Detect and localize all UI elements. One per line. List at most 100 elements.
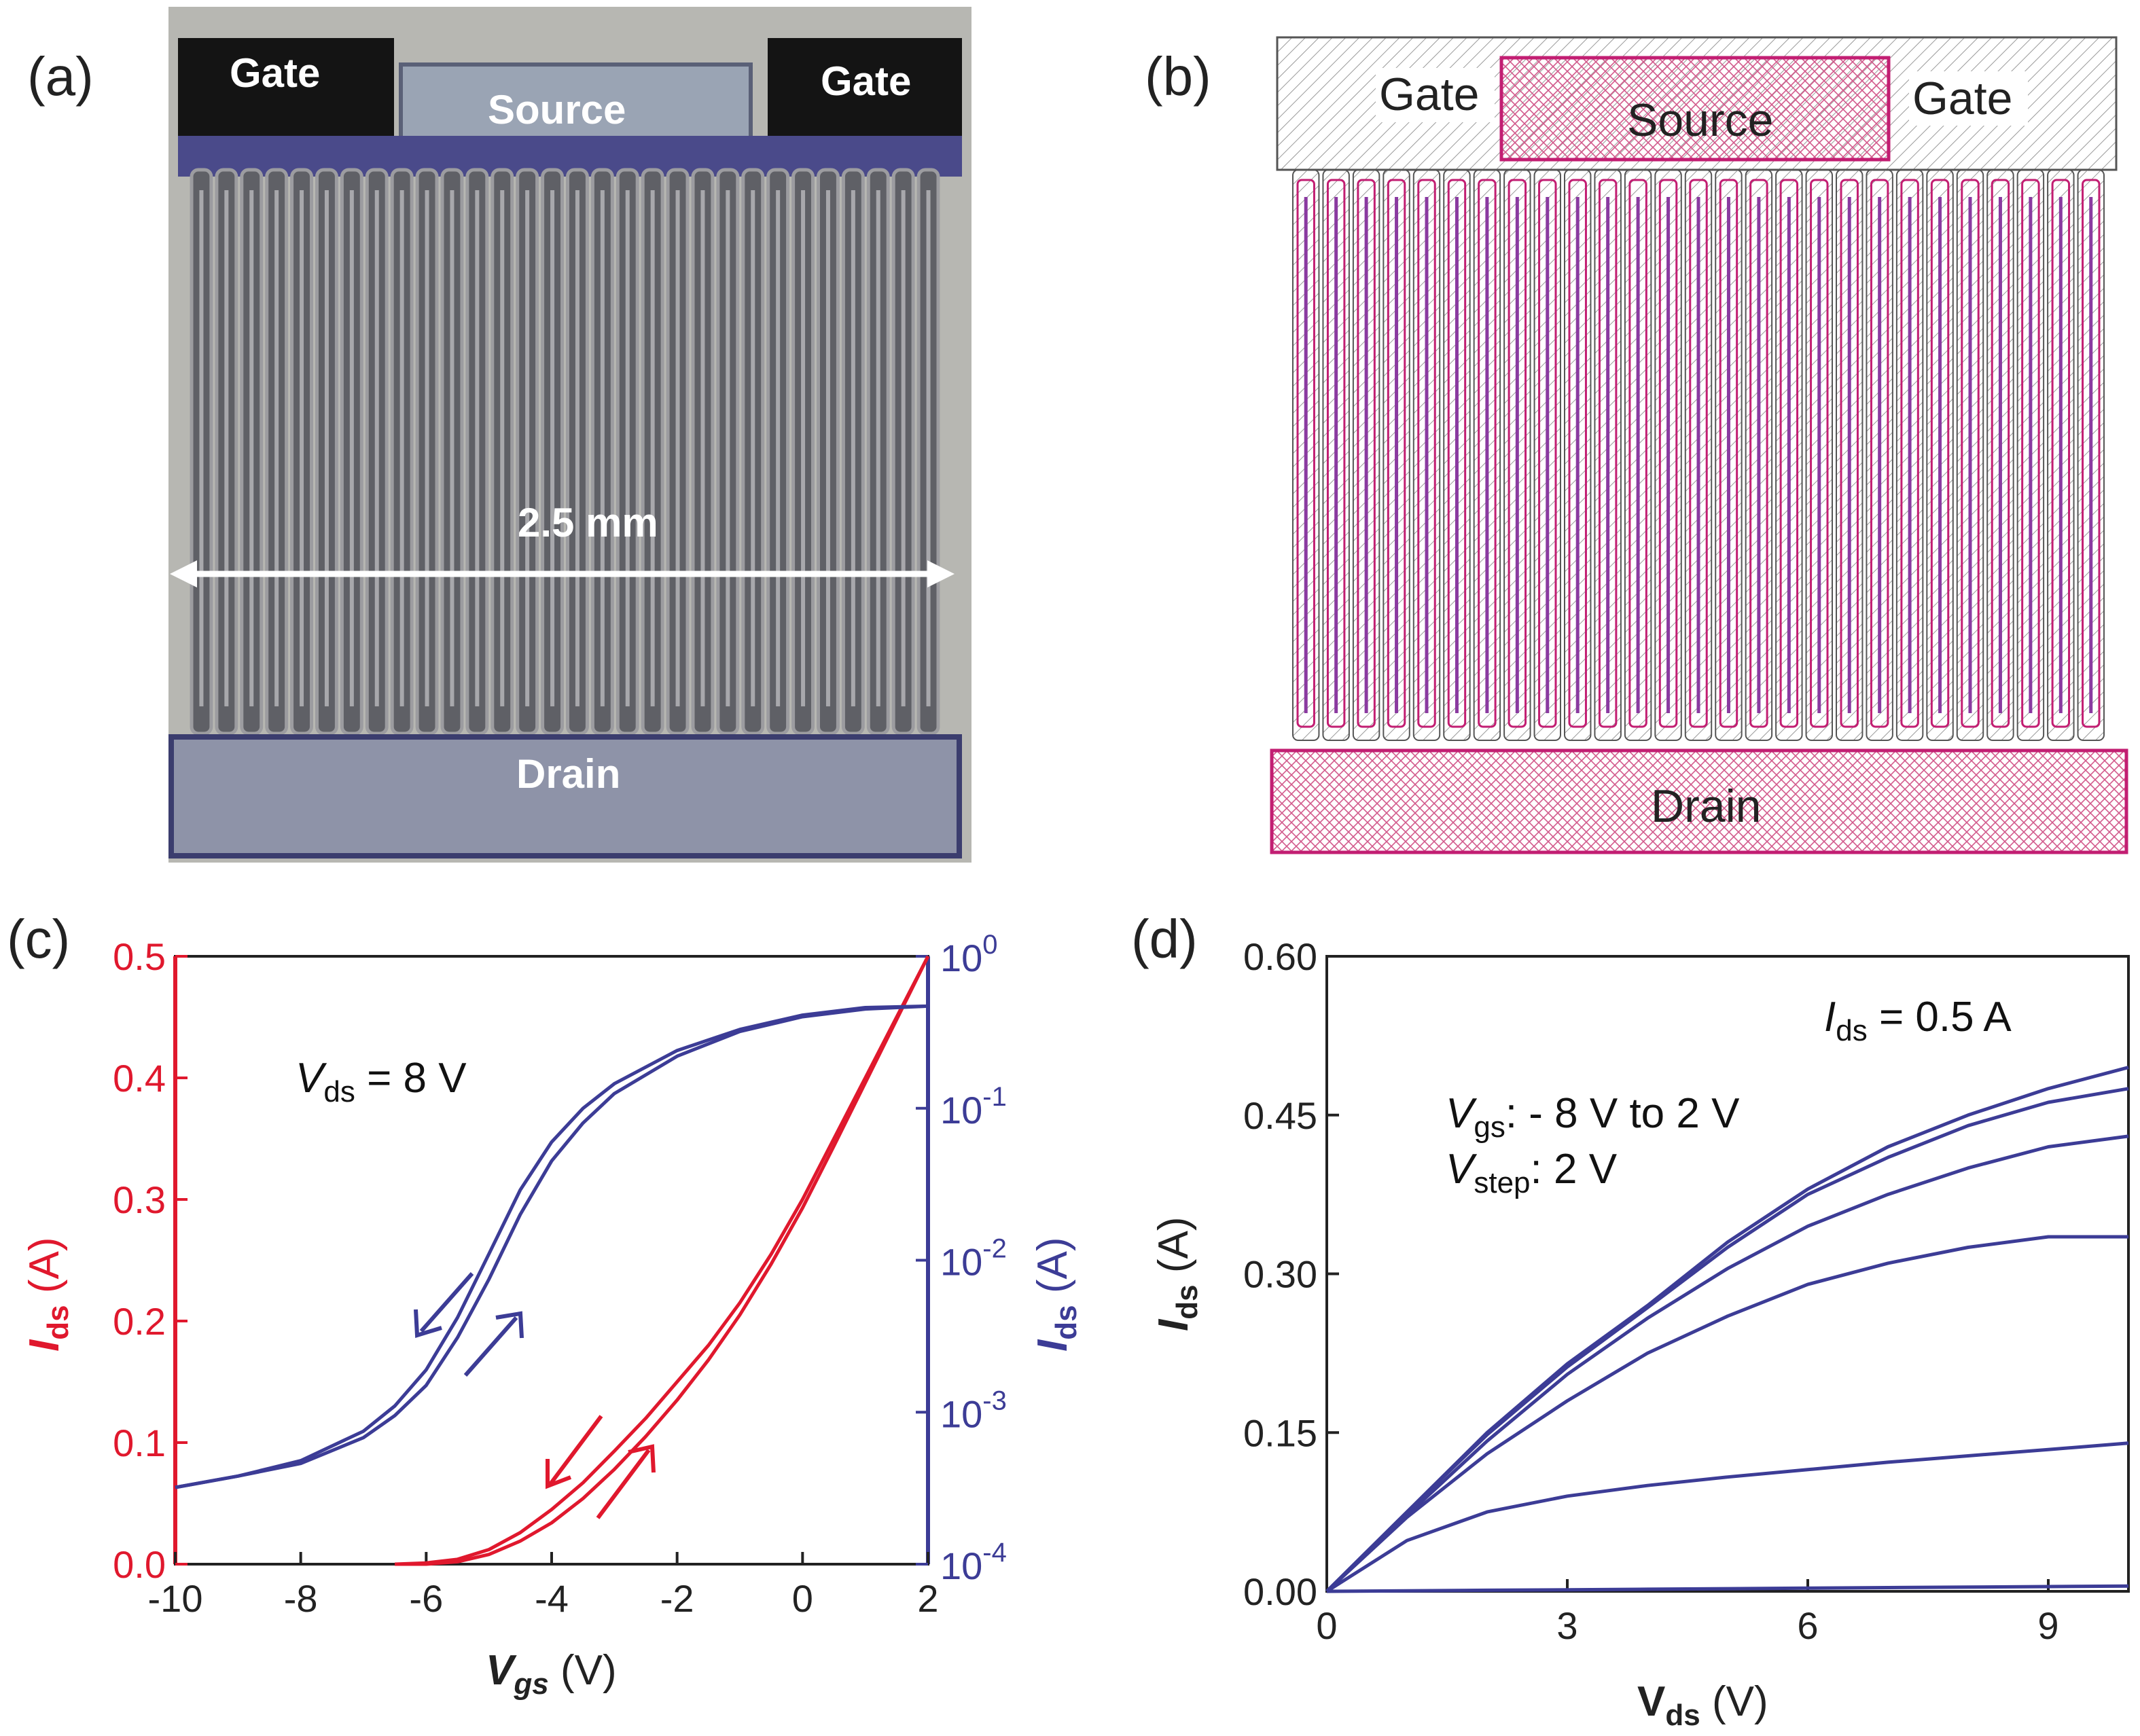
d-x-tick-label: 0	[1316, 1604, 1337, 1647]
layout-finger-ohmic	[1568, 179, 1587, 728]
layout-finger-ohmic	[1658, 179, 1678, 728]
c-ylabel-right-sub: ds	[1050, 1305, 1083, 1339]
layout-finger-ohmic	[1628, 179, 1647, 728]
c-series-line-blue-3	[175, 1004, 929, 1489]
layout-finger-array	[1292, 169, 2105, 741]
c-x-tick-label: 0	[792, 1577, 813, 1620]
c-y-right-tick-label: 10-3	[940, 1386, 1007, 1435]
layout-finger-ohmic	[1478, 179, 1497, 728]
photo-drain-label: Drain	[516, 751, 620, 797]
d-y-tick-label: 0.60	[1243, 935, 1317, 978]
layout-source-pad	[1499, 56, 1891, 162]
layout-finger-ohmic	[1810, 179, 1829, 728]
c-red-arrow-down-head	[546, 1459, 572, 1489]
d-series-line-vgs--2	[1325, 1134, 2129, 1593]
layout-finger-ohmic	[1689, 179, 1708, 728]
d-annotation-3: Vstep: 2 V	[1446, 1146, 1618, 1199]
d-ann3-val: : 2 V	[1531, 1146, 1618, 1193]
layout-finger-ohmic	[1840, 179, 1859, 728]
c-series-line-red-0	[395, 955, 930, 1566]
layout-finger-ohmic	[1447, 179, 1467, 728]
layout-finger-ohmic	[2082, 179, 2101, 728]
scale-bar-arrow-left	[170, 560, 197, 587]
panel-a: (a) Gate Gate Source Drain 2.5 mm	[0, 0, 1005, 883]
d-annotation-2: Vgs: - 8 V to 2 V	[1446, 1090, 1740, 1144]
layout-finger-ohmic	[1719, 179, 1738, 728]
c-y-left-tick-label: 0.1	[113, 1422, 166, 1464]
layout-finger-ohmic	[1961, 179, 1980, 728]
layout-finger-ohmic	[1387, 179, 1406, 728]
panel-d-svg: (d) 0 3 6 9 0.00 0.15 0.30 0.45 0.60 Ids = 0.5 A…	[1131, 909, 2130, 1732]
d-ann1-var: I	[1824, 994, 1836, 1041]
d-annotation-1: Ids = 0.5 A	[1824, 994, 2012, 1047]
d-plot-frame	[1325, 955, 2130, 1593]
c-y-left-tick-label: 0.3	[113, 1178, 166, 1221]
d-xlabel-sub: ds	[1665, 1699, 1700, 1732]
c-series-line-red-1	[395, 955, 930, 1566]
panel-d: (d) 0 3 6 9 0.00 0.15 0.30 0.45 0.60 Ids = 0.5 A…	[1087, 903, 2140, 1736]
c-y-right-tick-label: 10-1	[940, 1082, 1007, 1132]
layout-source-label: Source	[1627, 94, 1773, 146]
c-x-tick-label: -4	[535, 1577, 569, 1620]
c-x-tick-label: -2	[660, 1577, 694, 1620]
layout-finger-ohmic	[1749, 179, 1768, 728]
d-series-line-vgs--6	[1325, 1441, 2129, 1593]
c-frame	[173, 955, 930, 1566]
layout-finger-ohmic	[1508, 179, 1527, 728]
c-xlabel-sub: gs	[513, 1667, 548, 1701]
c-plot-frame	[174, 955, 929, 1566]
c-y-right-axis-title: Ids (A)	[1029, 1237, 1083, 1352]
photo-drain-pad	[168, 734, 962, 858]
photo-source-label: Source	[488, 87, 626, 132]
c-red-arrow-up-head	[628, 1444, 656, 1473]
c-x-tick-label: -8	[284, 1577, 318, 1620]
layout-drain-pad	[1270, 748, 2128, 854]
d-series-line-vgs--4	[1325, 1235, 2128, 1593]
c-y-left-tick-label: 0.4	[113, 1057, 166, 1100]
panel-b: (b) Gate Gate Source Drain	[1087, 0, 2140, 883]
layout-finger-ohmic	[1417, 179, 1436, 728]
c-x-tick-label: -10	[148, 1577, 203, 1620]
c-annotation: Vds = 8 V	[296, 1055, 467, 1108]
c-blue-arrow-up	[463, 1316, 518, 1377]
d-ticks: 0 3 6 9 0.00 0.15 0.30 0.45 0.60	[1243, 935, 2059, 1647]
c-x-tick-label: -6	[409, 1577, 443, 1620]
c-x-axis-title: Vgs (V)	[486, 1647, 617, 1701]
layout-gate-left-bg	[1376, 68, 1495, 122]
panel-c-svg: (c) -10 -8 -6 -4 -2 0 2 0.0 0.1 0.2 0.3 0.4 0.5 10-4 1…	[7, 909, 1083, 1701]
c-y-left-axis-title: Ids (A)	[21, 1237, 75, 1352]
c-y-right-tick-label: 10-2	[940, 1234, 1007, 1284]
c-annotation-sub: ds	[323, 1075, 355, 1108]
panel-d-label: (d)	[1131, 909, 1198, 969]
c-series-line-blue-2	[175, 1004, 929, 1489]
d-ylabel-var: I	[1150, 1318, 1197, 1331]
c-x-tick-label: 2	[917, 1577, 938, 1620]
panel-a-svg: (a) Gate Gate Source Drain 2.5 mm	[27, 7, 971, 863]
c-ylabel-right-var: I	[1029, 1339, 1076, 1352]
c-ylabel-right-unit: (A)	[1029, 1237, 1076, 1305]
d-x-axis-title: Vds (V)	[1637, 1678, 1768, 1732]
d-series-line-vgs-0	[1325, 1087, 2129, 1593]
c-annotation-var: V	[296, 1055, 327, 1102]
panel-c-label: (c)	[7, 909, 70, 969]
layout-finger-ohmic	[1326, 179, 1346, 728]
c-red-arrow-down	[548, 1415, 603, 1485]
d-series-line-vgs--8	[1326, 1584, 2129, 1593]
photo-gate-left-label: Gate	[230, 50, 320, 96]
scale-bar-label: 2.5 mm	[518, 500, 658, 545]
c-y-right-tick-label: 100	[940, 930, 998, 979]
c-ylabel-left-var: I	[21, 1339, 68, 1352]
d-y-axis-title: Ids (A)	[1150, 1217, 1204, 1331]
layout-gate-right-bg	[1909, 71, 2028, 126]
photo-finger-array	[190, 168, 940, 736]
c-y-left-tick-label: 0.5	[113, 935, 166, 978]
d-ann1-val: = 0.5 A	[1868, 994, 2012, 1041]
c-series	[175, 955, 930, 1566]
c-ylabel-left-sub: ds	[41, 1305, 75, 1339]
panel-c: (c) -10 -8 -6 -4 -2 0 2 0.0 0.1 0.2 0.3 0.4 0.5 10-4 1…	[0, 903, 1087, 1736]
d-y-tick-label: 0.45	[1243, 1094, 1317, 1137]
c-blue-arrow-down-head	[414, 1309, 442, 1338]
c-blue-arrow-down	[419, 1272, 474, 1333]
c-xlabel-unit: (V)	[549, 1647, 617, 1694]
d-ann1-sub: ds	[1836, 1014, 1867, 1047]
